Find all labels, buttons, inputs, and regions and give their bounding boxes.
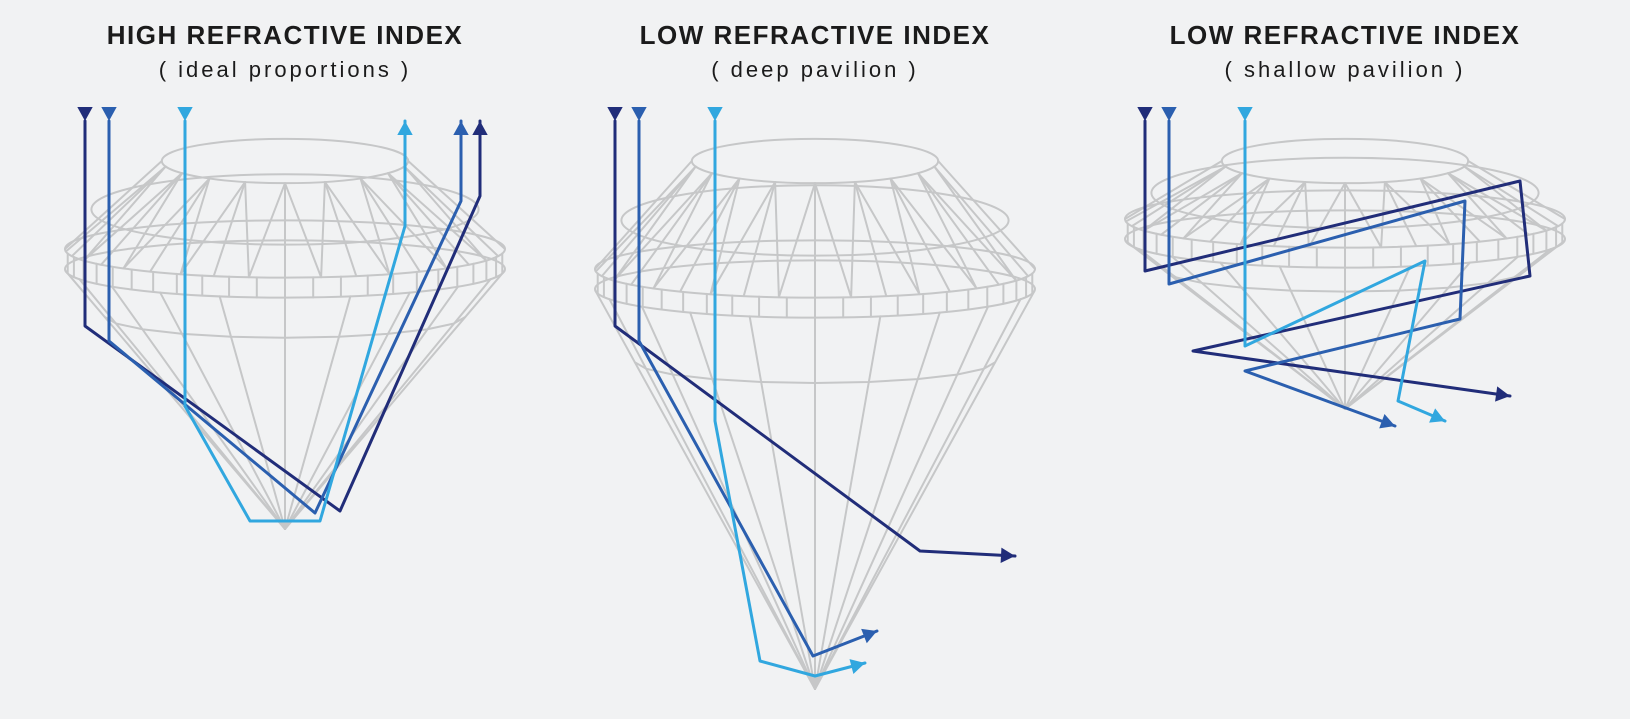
panel-ideal: HIGH REFRACTIVE INDEX ( ideal proportions… (25, 20, 545, 661)
diamond-diagram-ideal (25, 101, 545, 661)
panel-deep: LOW REFRACTIVE INDEX ( deep pavilion ) (555, 20, 1075, 691)
diamond-diagram-shallow (1085, 101, 1605, 661)
panel-title: LOW REFRACTIVE INDEX (640, 20, 991, 51)
diagram-page: HIGH REFRACTIVE INDEX ( ideal proportions… (0, 0, 1630, 719)
panel-subtitle: ( deep pavilion ) (711, 57, 919, 83)
diamond-diagram-deep (555, 101, 1075, 691)
panel-subtitle: ( shallow pavilion ) (1225, 57, 1466, 83)
panel-title: LOW REFRACTIVE INDEX (1170, 20, 1521, 51)
panel-subtitle: ( ideal proportions ) (159, 57, 412, 83)
panel-shallow: LOW REFRACTIVE INDEX ( shallow pavilion ) (1085, 20, 1605, 661)
panel-title: HIGH REFRACTIVE INDEX (107, 20, 464, 51)
